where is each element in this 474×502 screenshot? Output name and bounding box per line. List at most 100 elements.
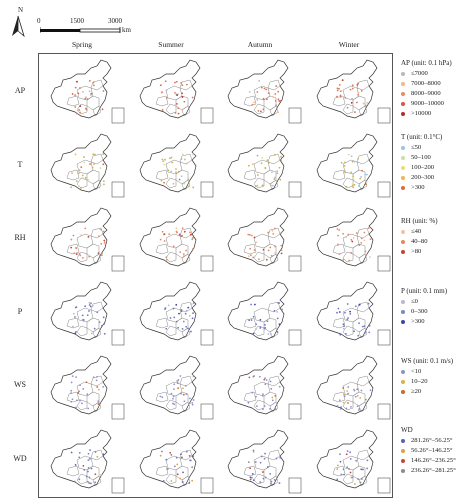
- station-dot: [365, 101, 368, 104]
- china-outline: [227, 133, 289, 193]
- station-dot: [271, 171, 273, 174]
- province-boundary: [90, 79, 104, 91]
- station-dot: [279, 178, 282, 181]
- station-dot: [248, 91, 251, 93]
- station-dot: [275, 457, 278, 460]
- station-dot: [94, 153, 96, 156]
- province-boundary: [267, 375, 281, 387]
- station-dot: [247, 255, 250, 258]
- station-dot: [338, 311, 341, 313]
- station-dot: [263, 457, 266, 460]
- station-dot: [102, 316, 105, 319]
- station-dot: [358, 177, 361, 180]
- station-dot: [351, 180, 354, 183]
- station-dot: [76, 80, 78, 83]
- station-dot: [86, 98, 89, 100]
- map-panel-wd-spring: [50, 429, 125, 494]
- station-dot: [186, 178, 189, 181]
- station-dot: [181, 108, 183, 111]
- station-dot: [276, 170, 279, 173]
- legend-swatch: [401, 156, 405, 160]
- station-dot: [161, 160, 164, 163]
- station-dot: [356, 394, 359, 397]
- south-china-sea-inset: [200, 107, 213, 124]
- station-dot: [103, 242, 106, 245]
- province-boundary: [332, 317, 345, 329]
- china-outline: [227, 355, 289, 415]
- station-dot: [75, 306, 78, 308]
- china-outline: [316, 355, 377, 415]
- station-dot: [360, 169, 363, 172]
- china-outline: [139, 355, 200, 415]
- station-dot: [347, 468, 350, 470]
- station-dot: [80, 166, 83, 169]
- station-dot: [82, 91, 84, 93]
- station-dot: [178, 178, 180, 181]
- station-dot: [100, 474, 103, 476]
- station-dot: [173, 465, 176, 468]
- china-outline: [316, 281, 377, 341]
- province-boundary: [155, 317, 168, 329]
- station-dot: [361, 325, 364, 328]
- station-dot: [342, 325, 345, 327]
- station-dot: [86, 393, 89, 396]
- station-dot: [187, 482, 190, 484]
- station-dot: [351, 186, 354, 189]
- row-label-rh: RH: [14, 233, 26, 242]
- station-dot: [159, 454, 162, 457]
- station-dot: [75, 247, 78, 250]
- station-dot: [343, 165, 345, 167]
- station-dot: [275, 85, 278, 87]
- station-dot: [279, 99, 282, 102]
- map-panel-wd-summer: [139, 429, 213, 494]
- station-dot: [274, 407, 277, 410]
- province-boundary: [155, 391, 168, 403]
- station-dot: [349, 405, 352, 408]
- legend-swatch: [401, 72, 405, 76]
- station-dot: [82, 388, 85, 390]
- station-dot: [175, 380, 178, 382]
- station-dot: [256, 99, 259, 101]
- station-dot: [84, 97, 87, 100]
- south-china-sea-inset: [377, 255, 390, 272]
- station-dot: [356, 405, 358, 408]
- station-dot: [266, 320, 269, 323]
- province-boundary: [179, 79, 192, 91]
- province-boundary: [342, 473, 353, 485]
- province-boundary: [356, 449, 369, 461]
- station-dot: [342, 473, 345, 476]
- north-arrow-icon: [12, 15, 25, 38]
- station-dot: [356, 334, 359, 337]
- station-dot: [275, 104, 277, 107]
- china-outline: [50, 355, 112, 415]
- station-dot: [256, 91, 259, 93]
- station-dot: [159, 238, 162, 241]
- station-dot: [251, 472, 254, 475]
- station-dot: [192, 375, 194, 378]
- station-dot: [364, 254, 367, 257]
- station-dot: [89, 457, 91, 460]
- station-dot: [351, 87, 354, 90]
- station-dot: [343, 311, 346, 314]
- province-boundary: [358, 179, 367, 191]
- station-dot: [274, 394, 277, 397]
- province-boundary: [76, 177, 88, 189]
- station-dot: [176, 473, 179, 476]
- station-dot: [172, 307, 174, 310]
- station-dot: [165, 258, 168, 261]
- station-dot: [74, 106, 77, 108]
- station-dot: [102, 230, 105, 233]
- station-dot: [269, 380, 272, 383]
- province-boundary: [342, 103, 353, 115]
- station-dot: [181, 84, 183, 87]
- china-outline: [139, 281, 200, 341]
- station-dot: [180, 158, 182, 160]
- station-dot: [351, 175, 354, 178]
- station-dot: [336, 234, 339, 237]
- station-dot: [358, 303, 361, 306]
- station-dot: [191, 312, 194, 315]
- province-boundary: [165, 325, 176, 337]
- station-dot: [185, 450, 188, 453]
- station-dot: [72, 325, 74, 328]
- map-grid: [38, 53, 393, 498]
